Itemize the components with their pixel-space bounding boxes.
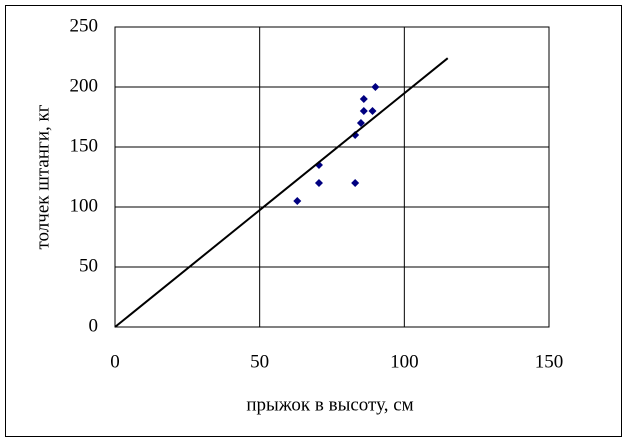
scatter-point: [293, 197, 302, 205]
y-tick-label: 50: [79, 255, 98, 276]
y-tick-label: 200: [70, 75, 99, 96]
plot-area: [114, 26, 550, 328]
scatter-point: [368, 107, 377, 115]
scatter-point: [356, 119, 365, 127]
scatter-point: [314, 179, 323, 187]
scatter-point: [359, 95, 368, 103]
y-tick-label: 0: [89, 315, 99, 336]
scatter-point: [371, 83, 380, 91]
scatter-point: [351, 131, 360, 139]
y-tick-label: 100: [70, 195, 99, 216]
y-tick-label: 250: [70, 15, 99, 36]
x-tick-label: 150: [535, 351, 564, 372]
y-tick-label: 150: [70, 135, 99, 156]
chart-frame: [5, 5, 622, 437]
scatter-point: [359, 107, 368, 115]
y-axis-label: толчек штанги, кг: [32, 104, 53, 249]
scatter-point: [351, 179, 360, 187]
x-tick-label: 0: [110, 351, 120, 372]
x-tick-label: 100: [390, 351, 419, 372]
trend-line: [114, 57, 449, 328]
x-tick-label: 50: [250, 351, 269, 372]
x-axis-label: прыжок в высоту, см: [246, 394, 413, 415]
